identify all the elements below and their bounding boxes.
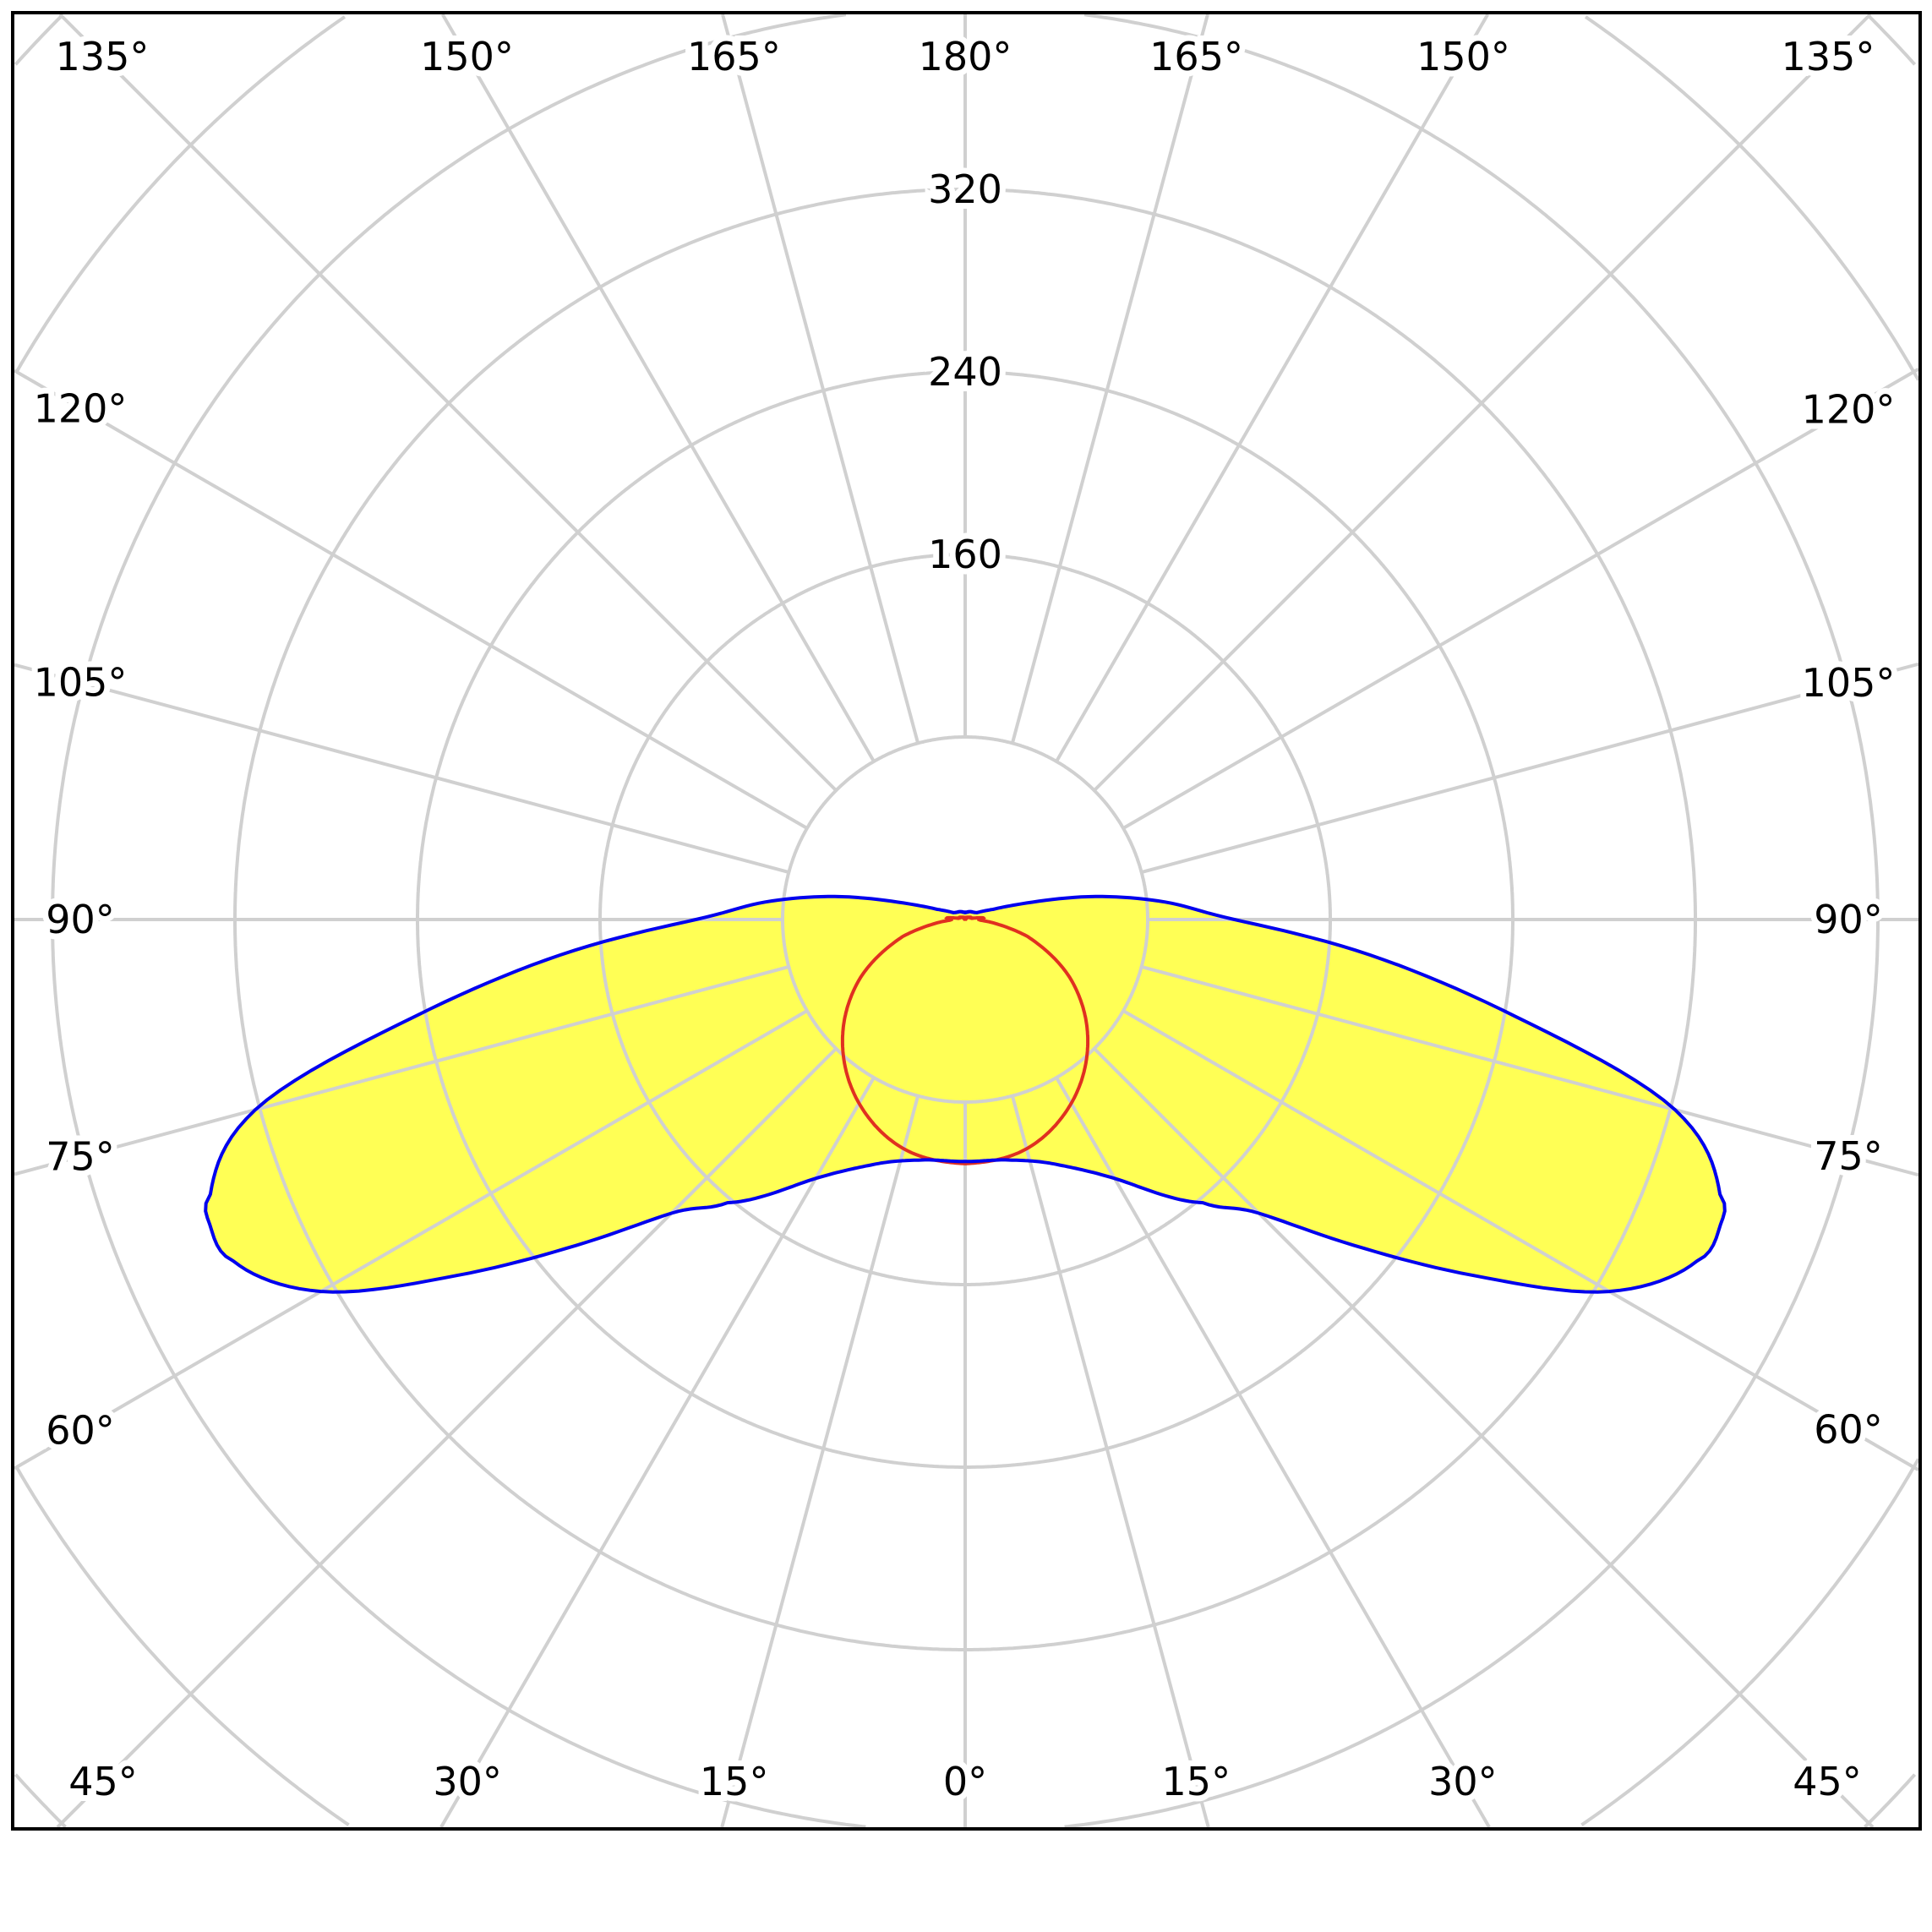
angle-label: 75°	[1814, 1133, 1883, 1179]
angle-label: 15°	[700, 1759, 769, 1804]
angle-label: 180°	[919, 34, 1012, 79]
grid-ring-480	[14, 15, 1920, 1826]
angle-label: 90°	[46, 897, 115, 942]
grid-spoke-330	[439, 1077, 876, 1829]
grid-spoke-225	[58, 13, 838, 792]
series-2-curve	[840, 915, 1090, 1165]
grid-ring-560	[14, 14, 1917, 1829]
angle-label: 30°	[1428, 1759, 1498, 1804]
angle-label: 15°	[1162, 1759, 1231, 1804]
radial-tick-label: 160	[928, 532, 1002, 577]
grid-spoke-75	[1141, 964, 1919, 1177]
radial-tick-label: 240	[928, 349, 1002, 395]
angle-label: 105°	[34, 659, 128, 705]
grid-spoke-135	[1093, 13, 1872, 792]
radial-tick-label: 320	[928, 166, 1002, 212]
grid-spoke-240	[14, 368, 808, 830]
grid-spoke-15	[1010, 1095, 1210, 1828]
grid-spoke-120	[1122, 368, 1920, 830]
grid-ring-400	[51, 13, 1880, 1829]
grid-spoke-105	[1141, 662, 1919, 875]
angle-label: 45°	[1793, 1759, 1862, 1804]
angle-label: 0°	[943, 1759, 987, 1804]
grid-spoke-150	[1055, 13, 1490, 762]
angle-label: 135°	[1782, 34, 1875, 79]
grid-spoke-165	[1010, 14, 1209, 744]
grid-spoke-195	[721, 14, 920, 744]
angle-label: 105°	[1802, 660, 1896, 706]
grid-spoke-315	[56, 1047, 838, 1829]
angle-label: 150°	[1416, 34, 1510, 79]
angle-label: 90°	[1814, 897, 1883, 942]
grid-spoke-285	[14, 964, 789, 1176]
angle-label: 45°	[68, 1759, 138, 1804]
angle-label: 60°	[46, 1407, 115, 1453]
angle-label: 165°	[1149, 34, 1243, 79]
angle-label: 150°	[420, 34, 514, 79]
grid-spoke-30	[1055, 1077, 1491, 1829]
angle-label: 30°	[433, 1759, 502, 1804]
angle-label: 75°	[46, 1134, 115, 1180]
angle-label: 120°	[34, 386, 128, 432]
angle-labels: 0° 15° 15° 30° 30° 45° 45° 60° 60° 75° 75° 90° 90° 10…	[28, 28, 1902, 1810]
angle-label: 135°	[56, 34, 150, 79]
grid-spoke-255	[14, 663, 789, 875]
grid-spoke-345	[720, 1095, 920, 1828]
series-1-curve	[204, 894, 1727, 1294]
grid-spoke-300	[14, 1009, 808, 1471]
angle-label: 120°	[1802, 387, 1896, 433]
radial-labels: 160 240 320	[922, 161, 1008, 583]
grid-spoke-60	[1122, 1009, 1920, 1471]
angle-label: 165°	[687, 34, 781, 79]
grid	[14, 13, 1920, 1829]
angle-label: 60°	[1814, 1406, 1883, 1452]
grid-spoke-210	[440, 13, 876, 762]
grid-spoke-45	[1093, 1047, 1875, 1829]
series-1-fill	[205, 896, 1725, 1292]
plot-frame	[11, 11, 1922, 1831]
